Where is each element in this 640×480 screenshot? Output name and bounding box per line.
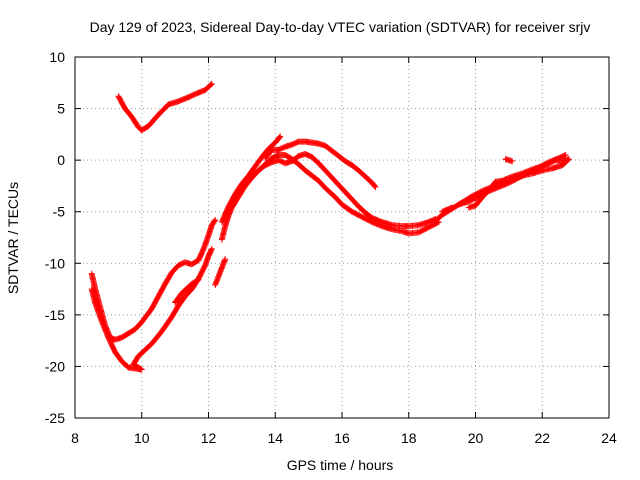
data-point bbox=[208, 245, 215, 252]
data-point bbox=[276, 134, 283, 141]
x-tick-label: 22 bbox=[534, 430, 550, 446]
series-track-m bbox=[502, 156, 516, 165]
x-tick-label: 14 bbox=[267, 430, 283, 446]
x-tick-label: 20 bbox=[468, 430, 484, 446]
data-point bbox=[562, 151, 569, 158]
x-tick-label: 8 bbox=[71, 430, 79, 446]
x-tick-labels: 8 10 12 14 16 18 20 22 24 bbox=[71, 430, 617, 446]
series-track-l bbox=[439, 204, 456, 215]
chart-title: Day 129 of 2023, Sidereal Day-to-day VTE… bbox=[90, 19, 591, 35]
series-track-d bbox=[172, 276, 202, 306]
data-point bbox=[449, 204, 456, 211]
data-point bbox=[211, 217, 218, 224]
series-track-i bbox=[262, 138, 379, 190]
y-tick-label: 5 bbox=[57, 101, 65, 117]
y-tick-label: 0 bbox=[57, 152, 65, 168]
y-tick-label: -15 bbox=[45, 307, 65, 323]
x-axis-label: GPS time / hours bbox=[287, 457, 394, 473]
x-tick-label: 16 bbox=[334, 430, 350, 446]
series-track-e bbox=[212, 256, 229, 288]
data-point bbox=[277, 133, 284, 140]
data-point bbox=[561, 152, 568, 159]
series-track-h bbox=[222, 150, 439, 230]
data-point bbox=[194, 277, 201, 284]
data-point bbox=[465, 204, 472, 211]
y-tick-label: -25 bbox=[45, 410, 65, 426]
series-track-j bbox=[432, 156, 572, 224]
grid-lines bbox=[75, 57, 609, 418]
y-axis-label: SDTVAR / TECUs bbox=[5, 182, 21, 294]
y-tick-label: -5 bbox=[53, 204, 66, 220]
data-point bbox=[509, 158, 516, 165]
data-point bbox=[195, 276, 202, 283]
y-tick-label: -10 bbox=[45, 255, 65, 271]
data-point bbox=[371, 183, 378, 190]
axis-ticks bbox=[74, 56, 610, 419]
data-point bbox=[222, 256, 229, 263]
x-tick-label: 12 bbox=[201, 430, 217, 446]
y-tick-label: -20 bbox=[45, 358, 65, 374]
series-track-k bbox=[455, 151, 569, 208]
y-tick-labels: -25 -20 -15 -10 -5 0 5 10 bbox=[45, 49, 65, 426]
x-tick-label: 10 bbox=[134, 430, 150, 446]
series-track-a bbox=[115, 80, 215, 134]
x-tick-label: 18 bbox=[401, 430, 417, 446]
data-point bbox=[208, 80, 215, 87]
y-tick-label: 10 bbox=[49, 49, 65, 65]
data-point bbox=[208, 81, 215, 88]
x-tick-label: 24 bbox=[601, 430, 617, 446]
data-point bbox=[212, 216, 219, 223]
data-point bbox=[372, 183, 379, 190]
data-points bbox=[88, 80, 572, 373]
